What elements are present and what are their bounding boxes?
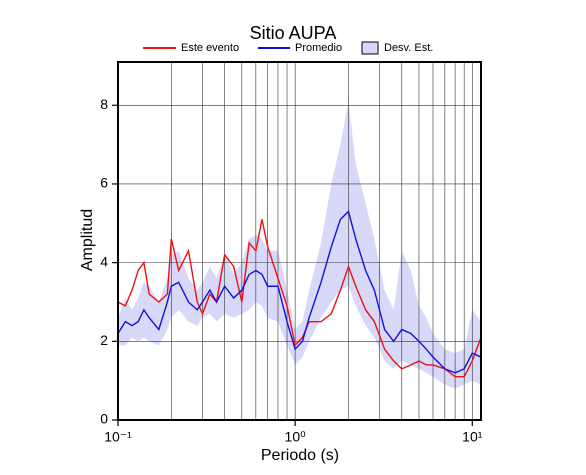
y-tick-label: 4 <box>100 253 108 269</box>
series-line <box>117 210 482 374</box>
x-tick-label: 10⁻¹ <box>104 429 132 445</box>
legend: Este evento Promedio Desv. Est. <box>143 41 433 55</box>
std-band <box>118 101 481 389</box>
chart-title: Sitio AUPA <box>250 23 337 43</box>
y-axis-label: Amplitud <box>79 209 96 271</box>
y-tick-label: 8 <box>100 96 108 112</box>
y-tick-label: 6 <box>100 175 108 191</box>
y-tick-label: 0 <box>100 411 108 427</box>
legend-label: Promedio <box>295 42 342 54</box>
x-axis-label: Periodo (s) <box>261 447 339 464</box>
legend-label: Desv. Est. <box>384 42 433 54</box>
series-line <box>117 219 482 378</box>
x-tick-label: 10¹ <box>462 429 483 445</box>
legend-label: Este evento <box>181 42 239 54</box>
x-tick-label: 10⁰ <box>285 429 307 445</box>
y-tick-label: 2 <box>100 332 108 348</box>
legend-swatch <box>361 41 379 55</box>
plot-frame <box>117 61 482 421</box>
